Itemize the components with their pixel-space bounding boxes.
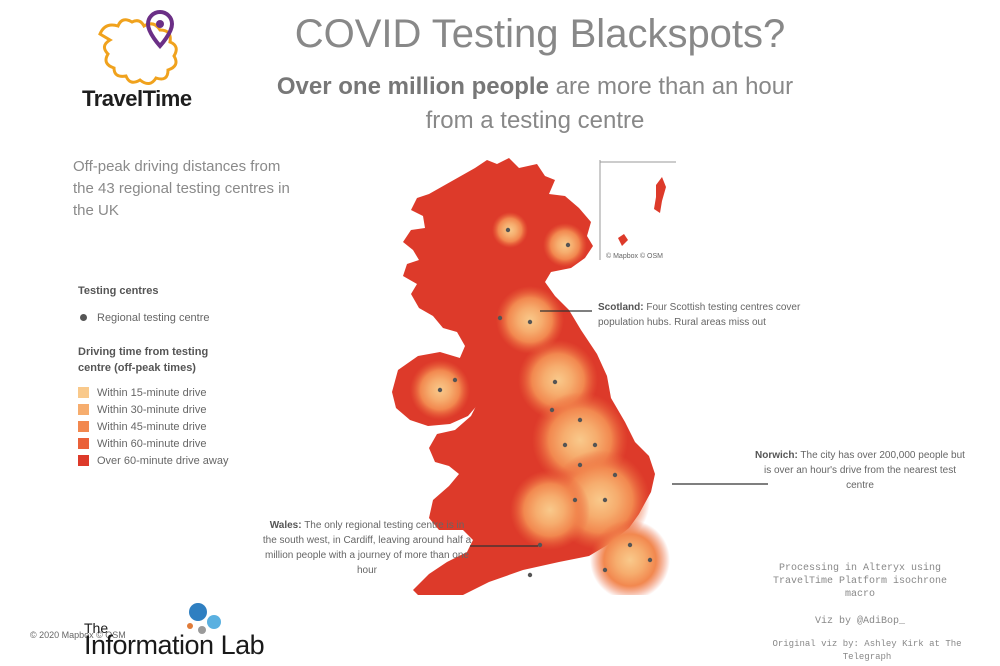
subtitle-text: are more than an hour (555, 73, 794, 100)
traveltime-wordmark: TravelTime (82, 86, 192, 111)
subtitle-highlight: Over one million people (276, 73, 549, 100)
legend-item: Within 45-minute drive (78, 418, 338, 435)
testing-centre-points (437, 227, 653, 578)
legend-swatch (78, 421, 89, 432)
scotland-annotation-body: Four Scottish testing centres cover popu… (598, 302, 801, 328)
legend-drive-items: Within 15-minute drive Within 30-minute … (78, 384, 338, 469)
legend-item-label: Within 45-minute drive (97, 420, 207, 433)
original-credit: Original viz by: Ashley Kirk at The Tele… (772, 639, 962, 662)
inset-credit: © Mapbox © OSM (606, 253, 663, 260)
scotland-annotation-head: Scotland: (598, 302, 644, 313)
legend-swatch (78, 404, 89, 415)
map-description: Off-peak driving distances from the 43 r… (73, 158, 290, 219)
legend-item-label: Within 30-minute drive (97, 403, 207, 416)
legend-item: Over 60-minute drive away (78, 452, 338, 469)
legend-swatch (78, 387, 89, 398)
information-lab-logo (187, 603, 221, 634)
legend-item: Within 60-minute drive (78, 435, 338, 452)
viz-credit: Viz by @AdiBop_ (814, 616, 905, 627)
legend-swatch (78, 455, 89, 466)
legend-item-label: Within 15-minute drive (97, 386, 207, 399)
infolab-wordmark: Information Lab (84, 630, 265, 660)
norwich-annotation: Norwich: The city has over 200,000 peopl… (755, 448, 965, 493)
norwich-annotation-body: The city has over 200,000 people but is … (764, 450, 965, 491)
processing-note: Processing in Alteryx using TravelTime P… (772, 563, 948, 600)
legend-item: Within 15-minute drive (78, 384, 338, 401)
map-copyright: © 2020 Mapbox © OSM (30, 630, 126, 640)
shetland-inset-map (599, 160, 676, 260)
legend-centre-item: Regional testing centre (78, 309, 338, 326)
legend-swatch (78, 438, 89, 449)
legend-drive-title: Driving time from testing centre (off-pe… (78, 346, 209, 374)
legend-centre-label: Regional testing centre (97, 311, 210, 324)
wales-annotation-body: The only regional testing centre is in t… (262, 520, 472, 576)
map-legend: Testing centres Regional testing centre … (78, 285, 338, 469)
wales-annotation: Wales: The only regional testing centre … (262, 518, 472, 578)
wales-annotation-head: Wales: (269, 520, 302, 531)
legend-item-label: Over 60-minute drive away (97, 454, 229, 467)
page-subtitle: Over one million people are more than an… (250, 70, 820, 138)
page-title: COVID Testing Blackspots? (294, 12, 786, 56)
traveltime-logo (98, 9, 178, 85)
norwich-annotation-head: Norwich: (755, 450, 798, 461)
legend-centres-title: Testing centres (78, 285, 159, 297)
legend-item: Within 30-minute drive (78, 401, 338, 418)
subtitle-line2: from a testing centre (425, 107, 645, 134)
infolab-the: The (84, 620, 109, 636)
centre-dot-icon (80, 314, 87, 321)
legend-item-label: Within 60-minute drive (97, 437, 207, 450)
isochrone-zones (410, 212, 670, 595)
scotland-annotation: Scotland: Four Scottish testing centres … (598, 300, 828, 330)
uk-isochrone-map[interactable] (380, 150, 720, 595)
